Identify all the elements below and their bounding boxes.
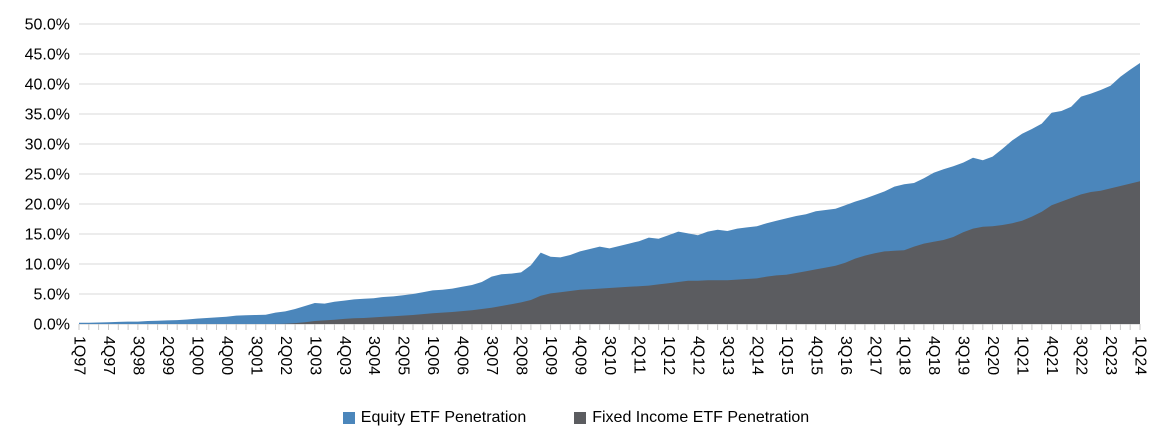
y-axis-label: 25.0% <box>25 167 70 184</box>
fixed-income-legend-swatch <box>574 412 587 424</box>
legend-item-fixed-income: Fixed Income ETF Penetration <box>574 409 809 427</box>
x-axis-label: 3Q98 <box>129 336 146 375</box>
x-axis-label: 4Q21 <box>1043 336 1060 375</box>
x-axis-label: 3Q19 <box>955 336 972 375</box>
y-axis-label: 20.0% <box>25 197 70 214</box>
x-axis-label: 4Q06 <box>454 336 471 375</box>
x-axis-label: 2Q23 <box>1102 336 1119 375</box>
equity-legend-swatch <box>342 412 355 424</box>
x-axis-label: 4Q12 <box>689 336 706 375</box>
x-axis-label: 1Q09 <box>542 336 559 375</box>
x-axis-label: 1Q21 <box>1014 336 1031 375</box>
chart-legend: Equity ETF Penetration Fixed Income ETF … <box>0 409 1152 427</box>
x-axis-label: 4Q18 <box>925 336 942 375</box>
y-axis-label: 45.0% <box>25 47 70 64</box>
x-axis-label: 2Q14 <box>748 336 765 375</box>
x-axis-label: 1Q06 <box>424 336 441 375</box>
y-axis-label: 40.0% <box>25 77 70 94</box>
legend-item-equity: Equity ETF Penetration <box>342 409 527 427</box>
x-axis-label: 2Q20 <box>984 336 1001 375</box>
fixed-income-legend-label: Fixed Income ETF Penetration <box>592 409 810 426</box>
x-axis-label: 3Q13 <box>719 336 736 375</box>
y-axis-label: 50.0% <box>25 17 70 34</box>
x-axis-label: 3Q22 <box>1073 336 1090 375</box>
x-axis-label: 1Q97 <box>71 336 88 375</box>
x-axis-label: 4Q03 <box>336 336 353 375</box>
y-axis-label: 0.0% <box>34 317 70 334</box>
equity-legend-label: Equity ETF Penetration <box>360 409 527 426</box>
x-axis-label: 3Q04 <box>365 336 382 375</box>
x-axis-label: 3Q01 <box>247 336 264 375</box>
x-axis-label: 4Q15 <box>807 336 824 375</box>
x-axis-label: 3Q10 <box>601 336 618 375</box>
chart-plot-area: 0.0% 5.0% 10.0% 15.0% 20.0% 25.0% 30.0% 35.0% 40… <box>25 17 1149 376</box>
x-axis-label: 2Q11 <box>631 336 648 374</box>
x-axis-label: 2Q99 <box>159 336 176 375</box>
x-axis-label: 2Q17 <box>866 336 883 375</box>
y-axis-label: 35.0% <box>25 107 70 124</box>
x-axis-label: 4Q97 <box>100 336 117 375</box>
y-axis-label: 30.0% <box>25 137 70 154</box>
x-axis-label: 1Q12 <box>660 336 677 375</box>
x-axis-label: 2Q05 <box>395 336 412 375</box>
x-axis-label: 4Q00 <box>218 336 235 375</box>
y-axis-label: 10.0% <box>25 257 70 274</box>
x-axis-label: 1Q24 <box>1132 336 1149 375</box>
y-axis-label: 5.0% <box>34 287 70 304</box>
x-axis-label: 3Q07 <box>483 336 500 375</box>
x-axis-label: 2Q02 <box>277 336 294 375</box>
fixed-income-area <box>79 181 1140 324</box>
x-axis-label: 4Q09 <box>572 336 589 375</box>
y-axis-label: 15.0% <box>25 227 70 244</box>
x-axis-label: 1Q18 <box>896 336 913 375</box>
x-axis-label: 1Q03 <box>306 336 323 375</box>
x-axis-label: 1Q00 <box>188 336 205 375</box>
x-axis-label: 3Q16 <box>837 336 854 375</box>
x-axis-label: 1Q15 <box>778 336 795 375</box>
x-axis-label: 2Q08 <box>513 336 530 375</box>
